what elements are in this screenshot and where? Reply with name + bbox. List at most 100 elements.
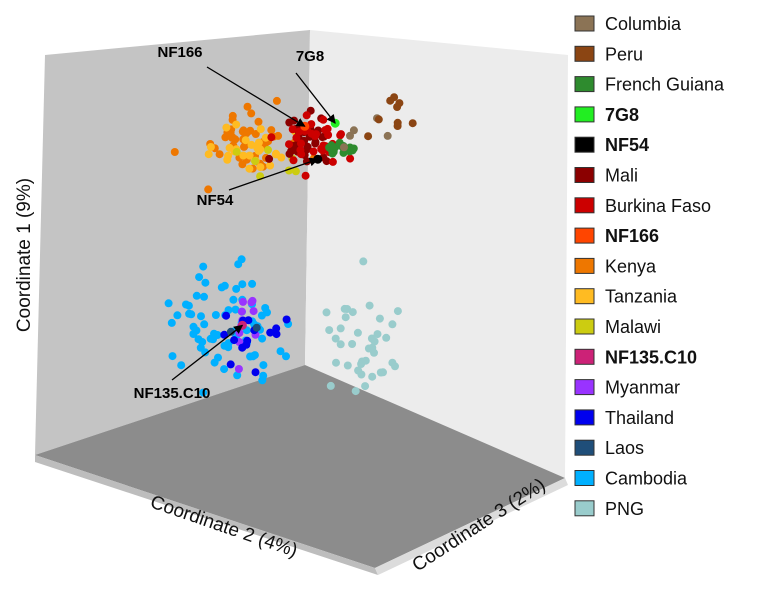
annotation-label: NF135.C10	[134, 385, 211, 402]
point-tanzania	[253, 144, 262, 152]
point-png	[348, 308, 357, 317]
point-malawi	[232, 147, 241, 156]
point-burkina-faso	[319, 115, 328, 124]
floor-front-edge	[35, 455, 378, 575]
point-burkina-faso	[296, 146, 305, 155]
legend-label: Cambodia	[605, 469, 688, 489]
point-kenya	[247, 109, 256, 118]
point-cambodia	[238, 280, 247, 289]
legend-swatch	[574, 45, 595, 62]
point-png	[373, 330, 382, 339]
point-tanzania	[245, 151, 254, 160]
point-png	[375, 314, 384, 323]
point-thailand	[222, 311, 231, 320]
point-thailand	[251, 368, 260, 377]
point-png	[322, 308, 331, 317]
annotations: NF166 7G8 NF54 NF135.C10	[134, 44, 336, 402]
point-tanzania	[204, 150, 213, 159]
point-png	[388, 320, 397, 329]
point-peru	[386, 96, 395, 105]
point-burkina-faso	[292, 133, 301, 142]
point-tanzania	[239, 151, 248, 160]
point-kenya	[272, 96, 281, 105]
point-burkina-faso	[285, 140, 293, 149]
point-mali	[285, 118, 294, 127]
point-cambodia	[167, 318, 176, 327]
point-kenya	[254, 117, 263, 126]
point-cambodia	[199, 388, 208, 397]
point-cambodia	[197, 312, 205, 321]
point-columbia	[340, 143, 348, 152]
point-cambodia	[220, 281, 229, 290]
point-png	[361, 356, 370, 365]
point-cambodia	[259, 371, 268, 380]
point-png	[361, 382, 370, 391]
point-myanmar	[248, 296, 257, 305]
point-png	[351, 387, 360, 396]
legend-swatch	[574, 76, 595, 93]
point-png	[376, 368, 385, 377]
point-burkina-faso	[301, 171, 310, 180]
point-thailand	[266, 328, 275, 337]
point-cambodia	[189, 322, 198, 331]
point-cambodia	[248, 279, 257, 288]
point-thailand	[220, 330, 229, 339]
point-png	[336, 340, 345, 349]
point-burkina-faso	[337, 130, 345, 139]
point-burkina-faso	[346, 154, 355, 163]
point-cambodia	[232, 284, 241, 293]
point-kenya	[267, 126, 276, 135]
point-png	[343, 361, 352, 370]
point-cambodia	[199, 262, 208, 271]
legend-label: Burkina Faso	[605, 196, 711, 216]
legend-label: French Guiana	[605, 75, 725, 95]
point-kenya	[242, 129, 251, 138]
point-burkina-faso	[302, 111, 311, 120]
point-thailand	[272, 324, 281, 333]
legend-swatch	[574, 288, 595, 305]
point-burkina-faso	[295, 127, 304, 136]
legend-swatch	[574, 409, 595, 426]
legend-swatch	[574, 439, 595, 456]
point-peru	[393, 118, 402, 127]
point-cambodia	[177, 361, 186, 370]
point-png	[364, 344, 373, 353]
annotation-label: NF166	[157, 44, 202, 61]
point-tanzania	[272, 149, 280, 158]
point-cambodia	[234, 260, 243, 269]
point-burkina-faso	[311, 132, 320, 140]
floor	[35, 365, 565, 568]
annotation-label: 7G8	[296, 48, 324, 65]
point-laos	[252, 323, 261, 332]
point-cambodia	[224, 343, 233, 352]
point-cambodia	[259, 361, 268, 370]
point-burkina-faso	[328, 157, 337, 166]
legend-label: Columbia	[605, 14, 682, 34]
point-tanzania	[245, 164, 254, 173]
point-kenya	[228, 111, 237, 120]
data-points	[164, 93, 417, 397]
legend-label: Malawi	[605, 317, 661, 337]
legend-swatch	[574, 167, 595, 183]
legend-label: Laos	[605, 438, 644, 458]
point-thailand	[230, 336, 239, 345]
point-cambodia	[189, 330, 198, 338]
point-cambodia	[250, 351, 259, 360]
point-cambodia	[201, 278, 210, 287]
legend-swatch	[574, 500, 595, 517]
point-thailand	[226, 360, 235, 369]
annotation-arrow	[171, 324, 244, 381]
annotation-arrow	[228, 157, 319, 191]
annotation-label: NF54	[197, 192, 234, 209]
point-png	[367, 334, 376, 343]
point-png	[368, 372, 377, 381]
legend-swatch	[574, 470, 595, 486]
legend-label: Tanzania	[605, 287, 678, 307]
legend-label: 7G8	[605, 105, 639, 125]
point-cambodia	[164, 299, 173, 308]
point-png	[393, 307, 402, 316]
point-burkina-faso	[307, 120, 316, 129]
point-cambodia	[200, 292, 208, 301]
point-cambodia	[220, 365, 229, 374]
